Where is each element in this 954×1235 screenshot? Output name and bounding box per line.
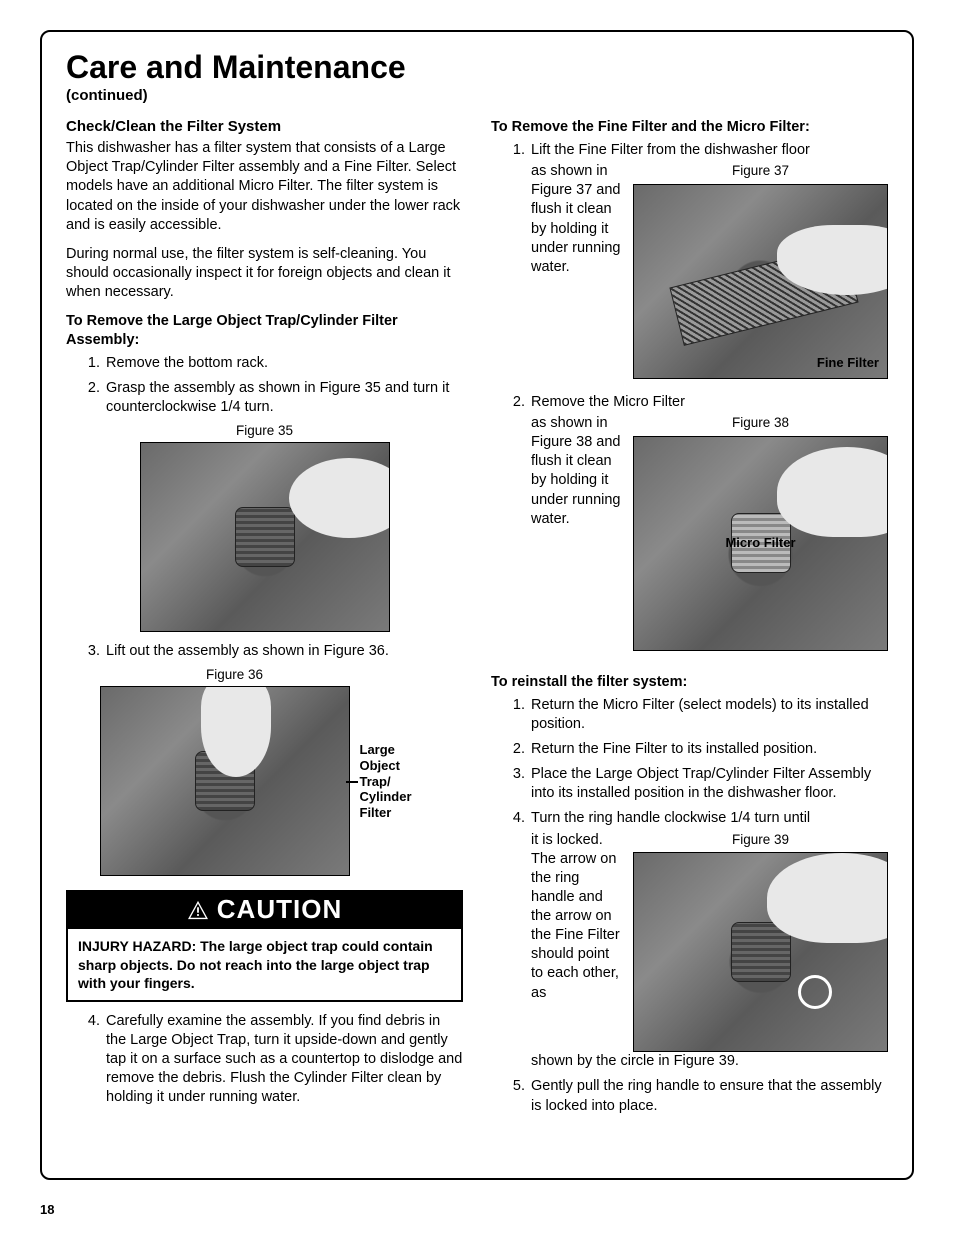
left-column: Check/Clean the Filter System This dishw… (66, 118, 463, 1122)
figure-39 (633, 852, 888, 1052)
figure-38-wrap: Figure 38 Micro Filter (633, 414, 888, 651)
caution-bar: CAUTION (68, 892, 461, 929)
figure-37-caption: Figure 37 (633, 162, 888, 180)
steps-remove-fine: Lift the Fine Filter from the dishwasher… (491, 141, 888, 651)
figure-36 (100, 686, 350, 876)
step-c5: Gently pull the ring handle to ensure th… (529, 1077, 888, 1115)
subhead-remove-fine: To Remove the Fine Filter and the Micro … (491, 118, 888, 137)
subhead-reinstall: To reinstall the filter system: (491, 673, 888, 692)
steps-reinstall: Return the Micro Filter (select models) … (491, 696, 888, 1116)
figure-37: Fine Filter (633, 184, 888, 379)
caution-body: INJURY HAZARD: The large object trap cou… (68, 929, 461, 1000)
figure-39-wrap: Figure 39 (633, 831, 888, 1053)
step-a1: Remove the bottom rack. (104, 354, 463, 373)
figure-35-caption: Figure 35 (66, 423, 463, 438)
figure-39-highlight-circle (798, 975, 832, 1009)
step-a4: Carefully examine the assembly. If you f… (104, 1012, 463, 1108)
figure-38-caption: Figure 38 (633, 414, 888, 432)
figure-38: Micro Filter (633, 436, 888, 651)
figure-36-caption: Figure 36 (6, 667, 463, 682)
intro-paragraph-1: This dishwasher has a filter system that… (66, 139, 463, 235)
warning-icon (187, 900, 209, 920)
page-number: 18 (40, 1202, 54, 1217)
step-c3: Place the Large Object Trap/Cylinder Fil… (529, 765, 888, 803)
figure-35 (140, 442, 390, 632)
figure-38-callout: Micro Filter (725, 536, 795, 550)
step-c1: Return the Micro Filter (select models) … (529, 696, 888, 734)
step-c4: Turn the ring handle clockwise 1/4 turn … (529, 809, 888, 1071)
intro-paragraph-2: During normal use, the filter system is … (66, 245, 463, 302)
steps-remove-trap-cont: Lift out the assembly as shown in Figure… (66, 642, 463, 661)
step-c4-lead: Turn the ring handle clockwise 1/4 turn … (531, 810, 810, 826)
section-heading-filter: Check/Clean the Filter System (66, 118, 463, 135)
step-b2: Remove the Micro Filter Figure 38 Micro … (529, 393, 888, 651)
step-c2: Return the Fine Filter to its installed … (529, 740, 888, 759)
steps-remove-trap-4: Carefully examine the assembly. If you f… (66, 1012, 463, 1108)
page-frame: Care and Maintenance (continued) Check/C… (40, 30, 914, 1180)
content-columns: Check/Clean the Filter System This dishw… (66, 118, 888, 1122)
page-title: Care and Maintenance (66, 50, 888, 85)
figure-37-wrap: Figure 37 Fine Filter (633, 162, 888, 379)
right-column: To Remove the Fine Filter and the Micro … (491, 118, 888, 1122)
step-b1: Lift the Fine Filter from the dishwasher… (529, 141, 888, 379)
step-a3: Lift out the assembly as shown in Figure… (104, 642, 463, 661)
page-subtitle: (continued) (66, 87, 888, 104)
subhead-remove-trap: To Remove the Large Object Trap/Cylinder… (66, 312, 463, 350)
step-b2-lead: Remove the Micro Filter (531, 394, 685, 410)
figure-37-callout: Fine Filter (817, 356, 879, 370)
caution-box: CAUTION INJURY HAZARD: The large object … (66, 890, 463, 1002)
step-a2: Grasp the assembly as shown in Figure 35… (104, 379, 463, 417)
step-c4-tail: shown by the circle in Figure 39. (531, 1052, 888, 1071)
steps-remove-trap: Remove the bottom rack. Grasp the assemb… (66, 354, 463, 417)
figure-39-caption: Figure 39 (633, 831, 888, 849)
caution-title: CAUTION (217, 894, 342, 925)
figure-36-callout: Large Object Trap/ Cylinder Filter (360, 742, 430, 820)
step-b1-lead: Lift the Fine Filter from the dishwasher… (531, 142, 810, 158)
